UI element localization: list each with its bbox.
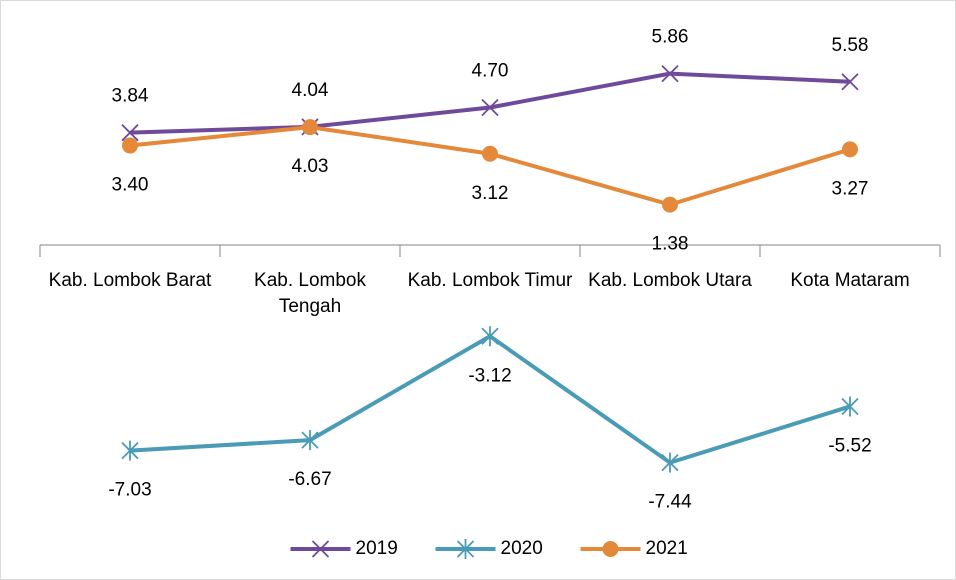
data-label: -6.67 bbox=[288, 469, 331, 490]
data-label: 4.70 bbox=[472, 61, 509, 82]
legend-marker bbox=[602, 541, 619, 557]
data-label: 4.03 bbox=[292, 156, 329, 177]
data-label: 4.04 bbox=[292, 80, 329, 101]
data-label: 5.58 bbox=[832, 35, 869, 56]
legend-marker bbox=[311, 540, 330, 558]
legend-label: 2019 bbox=[356, 538, 398, 559]
marker bbox=[662, 196, 678, 213]
marker bbox=[841, 396, 859, 417]
x-tick-label: Kab. Lombok Barat bbox=[48, 270, 212, 291]
marker bbox=[121, 440, 139, 461]
data-label: 3.27 bbox=[832, 178, 869, 199]
marker bbox=[301, 430, 319, 451]
legend-marker bbox=[456, 539, 475, 559]
data-label: -5.52 bbox=[828, 435, 871, 456]
marker bbox=[841, 73, 859, 91]
data-label: -7.44 bbox=[648, 492, 692, 513]
marker bbox=[481, 326, 499, 347]
marker bbox=[842, 141, 858, 158]
data-label: 1.38 bbox=[652, 234, 689, 255]
x-tick-label: Kab. Lombok Utara bbox=[588, 270, 752, 291]
marker bbox=[302, 119, 318, 136]
data-label: 3.12 bbox=[472, 183, 509, 204]
marker bbox=[481, 98, 499, 117]
x-tick-label: Kota Mataram bbox=[790, 270, 910, 291]
data-label: 3.40 bbox=[112, 175, 149, 196]
marker bbox=[121, 124, 139, 142]
legend-label: 2020 bbox=[501, 538, 543, 559]
x-tick-label: Kab. Lombok Timur bbox=[407, 270, 573, 291]
legend-label: 2021 bbox=[646, 538, 688, 559]
data-label: -7.03 bbox=[108, 480, 151, 501]
marker bbox=[661, 64, 679, 83]
data-label: 5.86 bbox=[652, 27, 689, 48]
marker bbox=[122, 137, 138, 154]
data-label: 3.84 bbox=[112, 86, 149, 107]
marker bbox=[661, 452, 679, 473]
data-label: -3.12 bbox=[468, 365, 511, 386]
marker bbox=[482, 145, 498, 162]
x-tick-label: Kab. Lombok Tengah bbox=[254, 270, 366, 317]
